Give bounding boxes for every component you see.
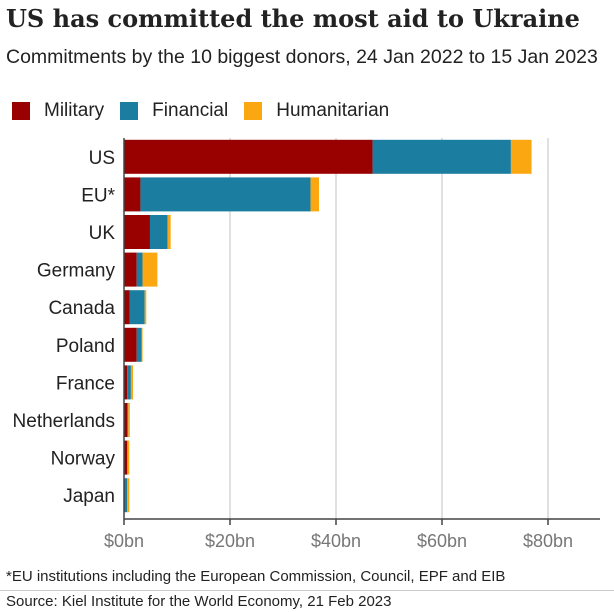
bar-financial	[140, 177, 311, 212]
legend-label-financial: Financial	[152, 100, 229, 121]
bar-military	[124, 252, 137, 287]
bar-humanitarian	[141, 327, 143, 362]
bar-humanitarian	[127, 440, 130, 475]
bar-financial	[127, 403, 129, 437]
bar-military	[124, 290, 130, 325]
bar-military	[124, 327, 137, 362]
bar-humanitarian	[167, 215, 171, 249]
x-tick-label: $20bn	[205, 531, 255, 551]
chart-title: US has committed the most aid to Ukraine	[6, 4, 580, 33]
category-label: Netherlands	[13, 411, 115, 432]
legend-swatch-military	[12, 102, 30, 120]
bar-financial	[124, 478, 128, 513]
x-tick-label: $80bn	[523, 531, 573, 551]
source-note: Source: Kiel Institute for the World Eco…	[6, 593, 392, 610]
bar-financial	[129, 290, 145, 325]
bar-financial	[136, 252, 143, 287]
category-label: Germany	[37, 261, 116, 282]
bar-humanitarian	[127, 478, 130, 513]
category-label: Japan	[63, 486, 115, 507]
bar-military	[124, 215, 150, 249]
category-label: EU*	[81, 185, 115, 206]
bar-humanitarian	[310, 177, 320, 212]
bar-humanitarian	[144, 290, 147, 325]
bar-humanitarian	[130, 365, 134, 400]
category-label: France	[56, 373, 115, 394]
bar-humanitarian	[142, 252, 158, 287]
bar-military	[124, 440, 128, 475]
x-tick-label: $40bn	[311, 531, 361, 551]
legend-label-military: Military	[44, 100, 105, 121]
footnote: *EU institutions including the European …	[6, 568, 506, 585]
bar-military	[124, 365, 128, 400]
category-label: US	[89, 148, 115, 169]
legend-label-humanitarian: Humanitarian	[276, 100, 390, 121]
category-label: UK	[89, 223, 116, 244]
bar-financial	[149, 215, 168, 249]
legend-item-military: Military	[12, 100, 104, 122]
category-label: Canada	[48, 298, 115, 319]
legend-item-humanitarian: Humanitarian	[244, 100, 389, 122]
bar-financial	[127, 440, 128, 475]
bar-chart: US EU* UK Germany Canada Poland France Netherla…	[13, 138, 600, 551]
chart-subtitle: Commitments by the 10 biggest donors, 24…	[6, 46, 598, 68]
bar-financial	[136, 327, 142, 362]
bar-military	[124, 139, 373, 174]
bar-financial	[127, 365, 131, 400]
bar-financial	[372, 139, 511, 174]
bar-military	[124, 177, 141, 212]
legend-item-financial: Financial	[120, 100, 228, 122]
footer-divider	[0, 590, 614, 591]
legend-swatch-humanitarian	[244, 102, 263, 120]
category-label: Norway	[51, 449, 116, 470]
legend: Military Financial Humanitarian	[12, 100, 405, 122]
category-label: Poland	[56, 336, 115, 357]
x-tick-label: $60bn	[417, 531, 467, 551]
bar-humanitarian	[128, 403, 130, 437]
bar-humanitarian	[510, 139, 532, 174]
legend-swatch-financial	[120, 102, 139, 120]
bar-military	[124, 403, 128, 437]
x-tick-label: $0bn	[104, 531, 144, 551]
